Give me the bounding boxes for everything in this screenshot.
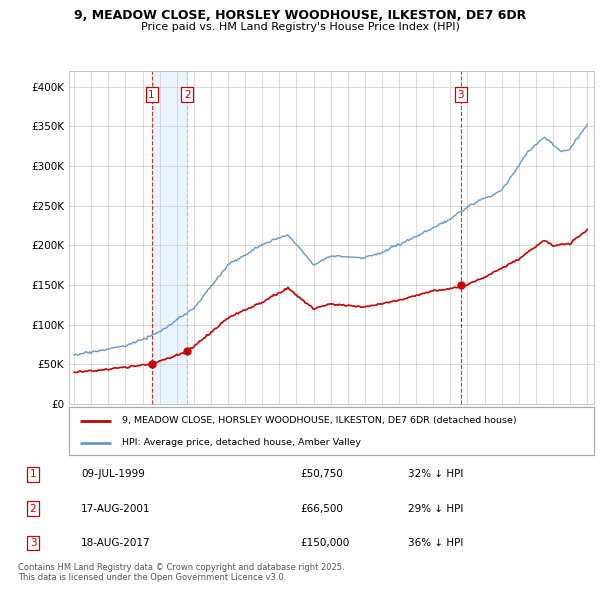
Text: 09-JUL-1999: 09-JUL-1999	[81, 470, 145, 479]
Text: Price paid vs. HM Land Registry's House Price Index (HPI): Price paid vs. HM Land Registry's House …	[140, 22, 460, 32]
Text: 18-AUG-2017: 18-AUG-2017	[81, 538, 151, 548]
Text: Contains HM Land Registry data © Crown copyright and database right 2025.
This d: Contains HM Land Registry data © Crown c…	[18, 563, 344, 582]
Text: £66,500: £66,500	[300, 504, 343, 513]
Text: 2: 2	[29, 504, 37, 513]
Text: 32% ↓ HPI: 32% ↓ HPI	[408, 470, 463, 479]
Text: 29% ↓ HPI: 29% ↓ HPI	[408, 504, 463, 513]
Text: 3: 3	[29, 538, 37, 548]
Bar	[152, 71, 187, 404]
Text: £150,000: £150,000	[300, 538, 349, 548]
Text: 17-AUG-2001: 17-AUG-2001	[81, 504, 151, 513]
Text: 9, MEADOW CLOSE, HORSLEY WOODHOUSE, ILKESTON, DE7 6DR (detached house): 9, MEADOW CLOSE, HORSLEY WOODHOUSE, ILKE…	[121, 416, 516, 425]
Text: 1: 1	[148, 90, 155, 100]
Text: 9, MEADOW CLOSE, HORSLEY WOODHOUSE, ILKESTON, DE7 6DR: 9, MEADOW CLOSE, HORSLEY WOODHOUSE, ILKE…	[74, 9, 526, 22]
Text: 36% ↓ HPI: 36% ↓ HPI	[408, 538, 463, 548]
Text: £50,750: £50,750	[300, 470, 343, 479]
Text: 2: 2	[184, 90, 191, 100]
Text: HPI: Average price, detached house, Amber Valley: HPI: Average price, detached house, Ambe…	[121, 438, 361, 447]
Text: 3: 3	[458, 90, 464, 100]
Text: 1: 1	[29, 470, 37, 479]
